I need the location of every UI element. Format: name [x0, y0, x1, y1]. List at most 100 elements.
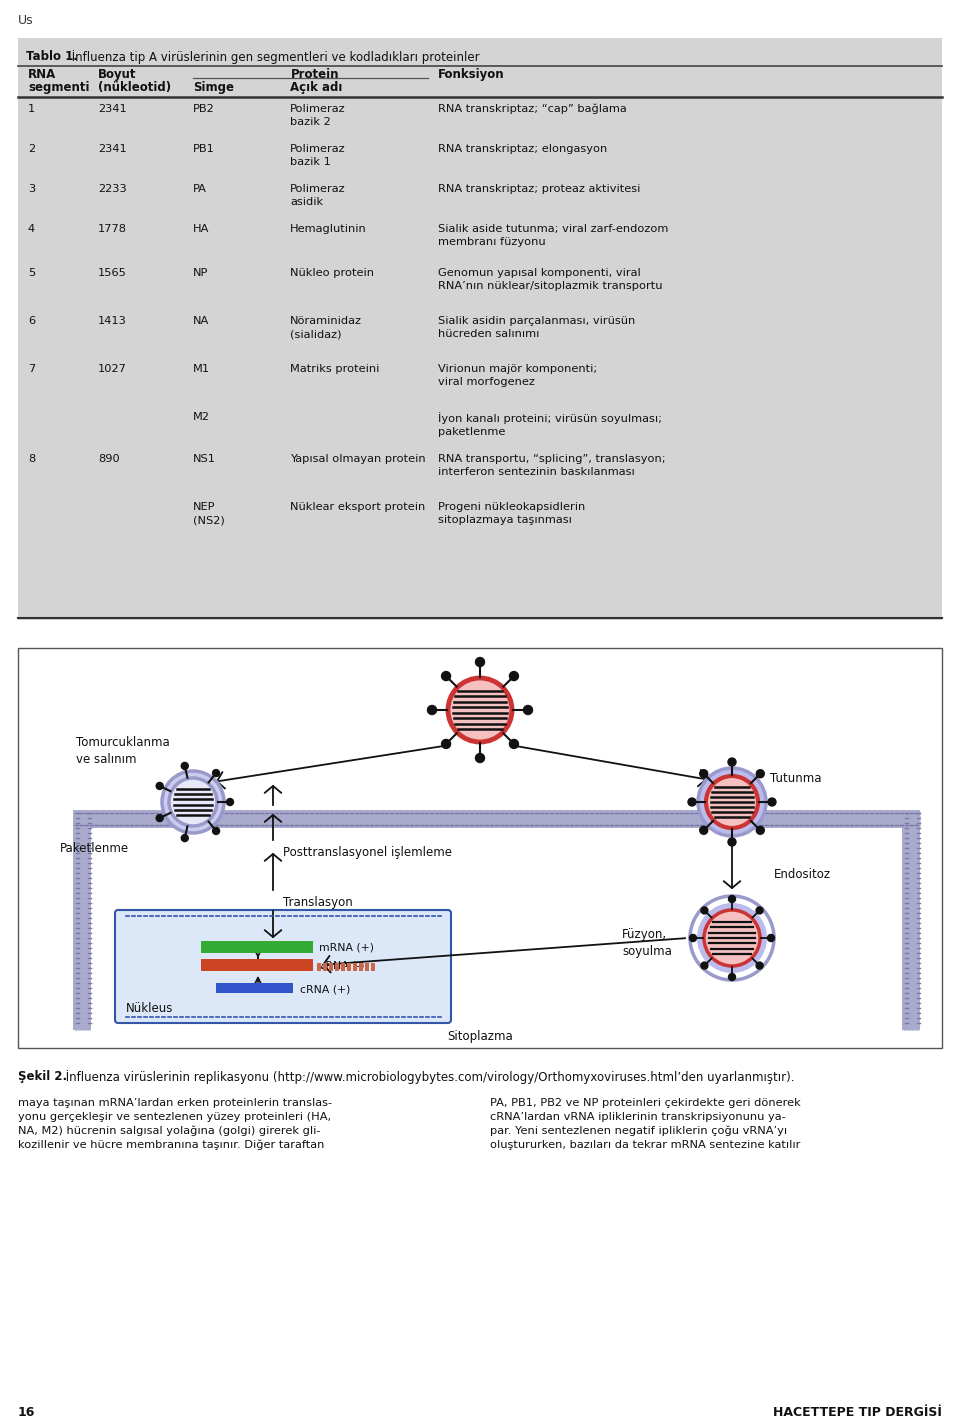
- Text: 2341: 2341: [98, 144, 127, 154]
- Text: Nöraminidaz
(sialidaz): Nöraminidaz (sialidaz): [290, 316, 362, 338]
- Circle shape: [700, 769, 708, 778]
- Circle shape: [700, 826, 708, 835]
- Circle shape: [427, 705, 437, 714]
- Text: 1565: 1565: [98, 267, 127, 277]
- Text: 8: 8: [28, 454, 36, 464]
- Text: PA: PA: [193, 183, 206, 193]
- Circle shape: [728, 758, 736, 766]
- Text: Tutunma: Tutunma: [770, 772, 822, 785]
- Text: Sialik asidin parçalanması, virüsün
hücreden salınımı: Sialik asidin parçalanması, virüsün hücr…: [438, 316, 636, 338]
- Circle shape: [212, 769, 220, 776]
- Text: Progeni nükleokapsidlerin
sitoplazmaya taşınması: Progeni nükleokapsidlerin sitoplazmaya t…: [438, 502, 586, 525]
- Text: (nükleotid): (nükleotid): [98, 81, 171, 94]
- Circle shape: [690, 896, 774, 980]
- Text: HA: HA: [193, 225, 209, 235]
- Text: Simge: Simge: [193, 81, 234, 94]
- Text: NEP
(NS2): NEP (NS2): [193, 502, 225, 525]
- Circle shape: [156, 782, 163, 789]
- Text: RNA: RNA: [28, 68, 57, 81]
- Text: Boyut: Boyut: [98, 68, 136, 81]
- Text: Nükleus: Nükleus: [126, 1003, 174, 1015]
- Text: Translasyon: Translasyon: [283, 896, 352, 909]
- Circle shape: [729, 974, 735, 981]
- Circle shape: [729, 896, 735, 903]
- Text: Nükleo protein: Nükleo protein: [290, 267, 374, 277]
- FancyBboxPatch shape: [201, 958, 313, 971]
- Text: vRNA (-): vRNA (-): [320, 960, 365, 970]
- Text: PB2: PB2: [193, 104, 215, 114]
- Circle shape: [181, 762, 188, 769]
- Text: NP: NP: [193, 267, 208, 277]
- Text: NS1: NS1: [193, 454, 216, 464]
- Text: RNA transportu, “splicing”, translasyon;
interferon sentezinin baskılanması: RNA transportu, “splicing”, translasyon;…: [438, 454, 665, 476]
- FancyBboxPatch shape: [353, 963, 357, 971]
- FancyBboxPatch shape: [341, 963, 346, 971]
- FancyBboxPatch shape: [348, 963, 351, 971]
- Text: M2: M2: [193, 412, 210, 422]
- Circle shape: [448, 678, 512, 742]
- Circle shape: [706, 776, 758, 828]
- Circle shape: [688, 798, 696, 806]
- FancyBboxPatch shape: [73, 811, 91, 1030]
- Text: İnfluenza virüslerinin replikasyonu (http://www.microbiologybytes.com/virology/O: İnfluenza virüslerinin replikasyonu (htt…: [62, 1069, 795, 1084]
- Circle shape: [442, 739, 450, 748]
- Text: İyon kanalı proteini; virüsün soyulması;
paketlenme: İyon kanalı proteini; virüsün soyulması;…: [438, 412, 662, 437]
- FancyBboxPatch shape: [902, 811, 920, 1030]
- Circle shape: [701, 907, 708, 914]
- Text: 2233: 2233: [98, 183, 127, 193]
- FancyBboxPatch shape: [18, 648, 942, 1048]
- Text: Endositoz: Endositoz: [774, 867, 831, 882]
- Text: Fonksiyon: Fonksiyon: [438, 68, 505, 81]
- Circle shape: [768, 798, 776, 806]
- Circle shape: [227, 799, 233, 805]
- Text: Şekil 2.: Şekil 2.: [18, 1069, 67, 1084]
- FancyBboxPatch shape: [335, 963, 339, 971]
- Circle shape: [510, 739, 518, 748]
- Circle shape: [756, 907, 763, 914]
- Text: Sitoplazma: Sitoplazma: [447, 1030, 513, 1042]
- FancyBboxPatch shape: [324, 963, 327, 971]
- Text: mRNA (+): mRNA (+): [320, 941, 374, 951]
- FancyBboxPatch shape: [115, 910, 451, 1022]
- Text: 2: 2: [28, 144, 36, 154]
- Circle shape: [704, 910, 760, 966]
- Circle shape: [475, 754, 485, 762]
- Text: İnfluenza tip A virüslerinin gen segmentleri ve kodladıkları proteinler: İnfluenza tip A virüslerinin gen segment…: [68, 50, 480, 64]
- Circle shape: [728, 838, 736, 846]
- Circle shape: [181, 835, 188, 842]
- Text: RNA transkriptaz; proteaz aktivitesi: RNA transkriptaz; proteaz aktivitesi: [438, 183, 640, 193]
- Text: cRNA (+): cRNA (+): [300, 984, 350, 994]
- Circle shape: [756, 963, 763, 968]
- Text: Tablo 1.: Tablo 1.: [26, 50, 78, 63]
- FancyBboxPatch shape: [216, 983, 294, 993]
- Text: Polimeraz
bazik 2: Polimeraz bazik 2: [290, 104, 346, 127]
- Text: 1413: 1413: [98, 316, 127, 326]
- Text: maya taşınan mRNA’lardan erken proteinlerin translas-
yonu gerçekleşir ve sentez: maya taşınan mRNA’lardan erken proteinle…: [18, 1098, 332, 1150]
- Circle shape: [212, 828, 220, 835]
- FancyBboxPatch shape: [359, 963, 363, 971]
- Text: Paketlenme: Paketlenme: [60, 842, 130, 855]
- Text: 1027: 1027: [98, 364, 127, 374]
- Text: Tomurcuklanma
ve salınım: Tomurcuklanma ve salınım: [76, 737, 170, 766]
- Circle shape: [523, 705, 533, 714]
- Text: 5: 5: [28, 267, 36, 277]
- Text: segmenti: segmenti: [28, 81, 89, 94]
- Text: 16: 16: [18, 1406, 36, 1419]
- Text: Yapısal olmayan protein: Yapısal olmayan protein: [290, 454, 425, 464]
- Circle shape: [698, 768, 766, 836]
- Text: 1: 1: [28, 104, 36, 114]
- Text: 4: 4: [28, 225, 36, 235]
- Circle shape: [162, 771, 224, 833]
- FancyBboxPatch shape: [329, 963, 333, 971]
- Text: PA, PB1, PB2 ve NP proteinleri çekirdek​te geri dönerek
cRNA’lardan vRNA iplikle: PA, PB1, PB2 ve NP proteinleri çekirdek​…: [490, 1098, 801, 1149]
- Text: 6: 6: [28, 316, 36, 326]
- Text: 2341: 2341: [98, 104, 127, 114]
- FancyBboxPatch shape: [372, 963, 375, 971]
- Text: Polimeraz
asidik: Polimeraz asidik: [290, 183, 346, 208]
- Circle shape: [767, 934, 775, 941]
- Text: Posttranslasyonel işlemleme: Posttranslasyonel işlemleme: [283, 846, 452, 859]
- Circle shape: [756, 769, 764, 778]
- Text: RNA transkriptaz; elongasyon: RNA transkriptaz; elongasyon: [438, 144, 608, 154]
- FancyBboxPatch shape: [18, 38, 942, 620]
- Text: 1778: 1778: [98, 225, 127, 235]
